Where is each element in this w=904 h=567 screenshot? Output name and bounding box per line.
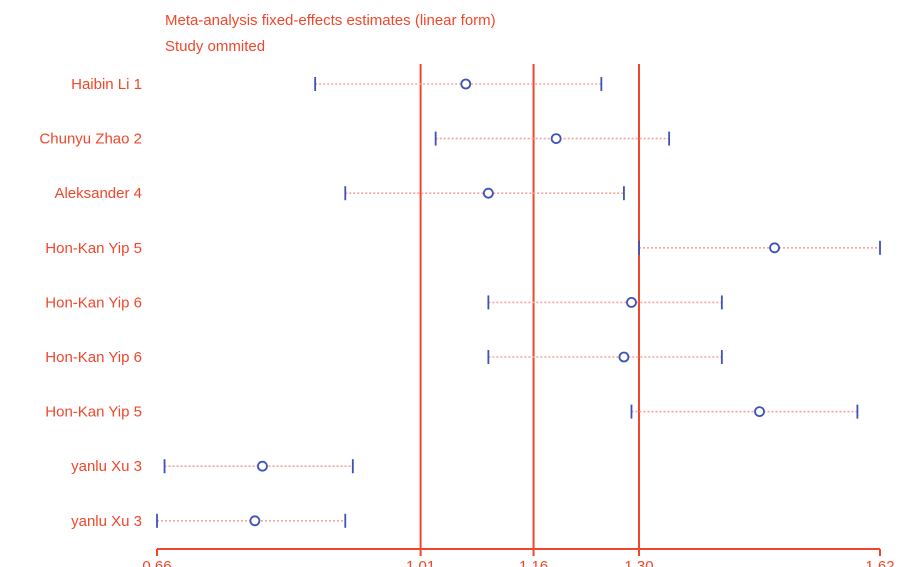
point-estimate — [257, 460, 268, 472]
x-tick-label: 0.66 — [142, 558, 171, 567]
x-tick-label: 1.01 — [406, 558, 435, 567]
point-estimate — [249, 515, 261, 527]
point-estimate — [618, 351, 630, 363]
point-estimate — [769, 242, 780, 254]
x-tick-label: 1.16 — [519, 558, 548, 567]
study-label: Hon-Kan Yip 6 — [45, 349, 142, 366]
study-label: Haibin Li 1 — [71, 76, 142, 93]
study-label: Chunyu Zhao 2 — [39, 131, 142, 148]
study-row: Hon-Kan Yip 6 — [45, 294, 723, 311]
x-tick-label: 1.62 — [865, 558, 894, 567]
study-label: Hon-Kan Yip 5 — [45, 240, 142, 257]
study-row: Aleksander 4 — [54, 185, 625, 202]
point-estimate — [626, 296, 637, 308]
study-row: Hon-Kan Yip 5 — [45, 404, 859, 421]
study-row: Haibin Li 1 — [71, 76, 603, 93]
x-tick-label: 1.30 — [624, 558, 653, 567]
point-estimate — [482, 187, 494, 199]
point-estimate — [550, 133, 562, 145]
chart-subtitle: Study ommited — [165, 38, 266, 55]
study-label: Aleksander 4 — [54, 185, 142, 202]
study-label: Hon-Kan Yip 5 — [45, 404, 142, 421]
chart-title: Meta-analysis fixed-effects estimates (l… — [165, 12, 496, 29]
study-row: yanlu Xu 3 — [71, 458, 354, 475]
study-row: Hon-Kan Yip 6 — [45, 349, 723, 366]
study-label: yanlu Xu 3 — [71, 513, 142, 530]
point-estimate — [460, 78, 472, 90]
study-row: yanlu Xu 3 — [71, 513, 347, 530]
study-label: Hon-Kan Yip 6 — [45, 294, 142, 311]
study-row: Chunyu Zhao 2 — [39, 131, 671, 148]
point-estimate — [754, 406, 765, 418]
reference-lines — [419, 64, 640, 549]
study-rows: Haibin Li 1 Chunyu Zhao 2 Aleksander 4 Hon-… — [39, 76, 881, 530]
x-axis: 0.66 1.01 1.16 1.30 1.62 — [142, 548, 895, 567]
study-label: yanlu Xu 3 — [71, 458, 142, 475]
study-row: Hon-Kan Yip 5 — [45, 240, 881, 257]
